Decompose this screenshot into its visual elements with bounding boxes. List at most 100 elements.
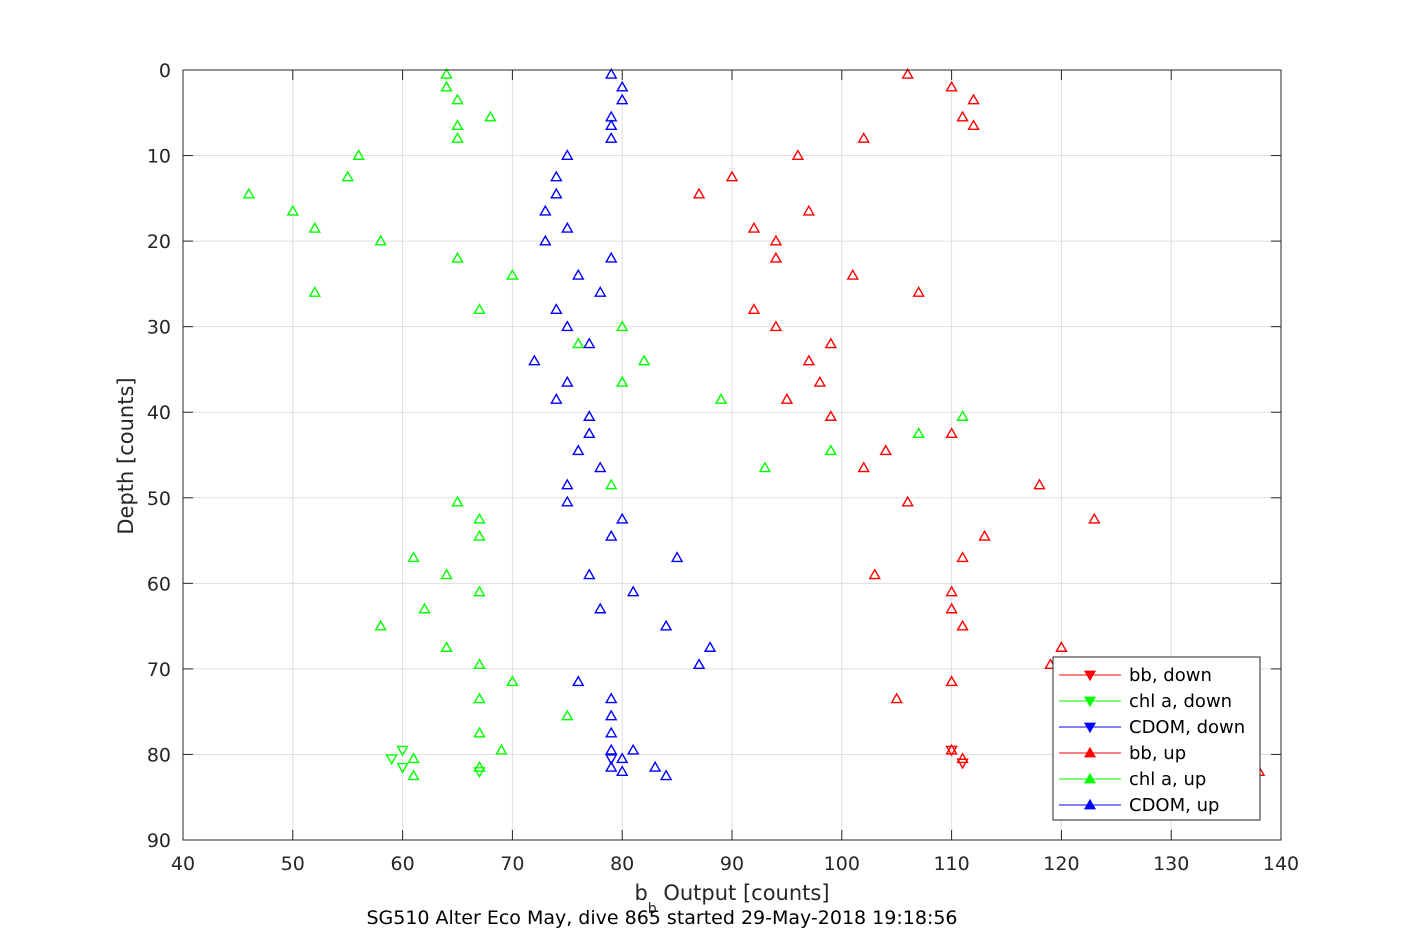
legend-entry: bb, up [1129, 743, 1186, 764]
data-point [769, 234, 783, 246]
data-point [956, 619, 969, 631]
data-point [670, 551, 684, 563]
data-point [561, 320, 574, 332]
x-tick-label: 140 [1263, 853, 1299, 875]
data-point [967, 93, 980, 105]
x-tick-label: 50 [281, 853, 305, 875]
data-point [407, 551, 420, 563]
data-point [594, 286, 607, 297]
data-point [561, 478, 574, 490]
data-point [605, 760, 618, 772]
x-tick-label: 70 [500, 853, 524, 875]
data-point [615, 765, 629, 777]
data-point [879, 444, 892, 456]
data-point [912, 427, 925, 439]
data-point [484, 110, 497, 122]
data-point [605, 726, 618, 738]
data-point [308, 221, 321, 233]
legend-entry: chl a, up [1129, 769, 1206, 790]
legend-entry: bb, down [1129, 665, 1212, 686]
data-point [659, 769, 673, 781]
data-point [605, 754, 618, 766]
y-axis-label: Depth [counts] [114, 377, 138, 534]
data-point [594, 461, 607, 473]
data-point [561, 709, 574, 721]
data-point [945, 675, 958, 687]
data-point [352, 149, 365, 161]
data-point [692, 658, 706, 670]
data-point [583, 410, 596, 421]
data-point [495, 743, 508, 755]
data-point [714, 392, 728, 404]
x-tick-label: 100 [824, 853, 860, 875]
legend-marker [1083, 746, 1097, 758]
data-point [561, 495, 574, 507]
data-point [451, 132, 464, 143]
data-point [956, 758, 969, 770]
data-point [824, 337, 838, 349]
data-point [473, 726, 486, 738]
data-point [626, 585, 640, 597]
data-point [605, 478, 618, 490]
data-point [605, 251, 618, 263]
y-tick-label: 80 [147, 744, 171, 766]
data-point [539, 204, 552, 216]
data-point [440, 641, 453, 652]
data-point [451, 251, 464, 263]
data-point [407, 752, 420, 764]
data-point [528, 354, 541, 366]
data-point [605, 132, 618, 143]
data-point [747, 221, 761, 233]
data-point [550, 303, 563, 315]
y-tick-label: 50 [147, 488, 171, 510]
data-point [550, 392, 563, 404]
data-point [473, 512, 486, 524]
data-point [1033, 478, 1046, 490]
legend-marker [1083, 722, 1097, 734]
x-tick-label: 130 [1153, 853, 1189, 875]
x-tick-label: 90 [720, 853, 744, 875]
data-point [473, 692, 486, 704]
y-tick-label: 0 [159, 60, 171, 82]
data-point [945, 602, 958, 614]
data-point [473, 585, 486, 597]
x-tick-label: 40 [171, 853, 195, 875]
y-tick-label: 20 [147, 231, 171, 253]
data-point [615, 80, 629, 92]
data-point [440, 80, 453, 92]
data-point [572, 268, 585, 280]
data-point [1088, 512, 1101, 524]
data-point [550, 170, 563, 182]
data-point [912, 286, 925, 297]
x-axis-label: bb Output [counts] [634, 881, 829, 917]
data-point [824, 410, 838, 421]
data-point [605, 67, 618, 79]
legend-marker [1083, 798, 1097, 810]
data-point [802, 354, 816, 366]
data-point [868, 568, 881, 580]
data-point [374, 619, 387, 631]
data-point [605, 709, 618, 721]
chart-title: SG510 Alter Eco May, dive 865 started 29… [366, 907, 957, 929]
x-tick-label: 120 [1043, 853, 1079, 875]
data-point [791, 149, 805, 161]
data-point [780, 392, 794, 404]
data-point [956, 410, 969, 421]
data-point [374, 234, 387, 246]
data-point [956, 110, 969, 122]
data-point [473, 760, 486, 772]
legend-entry: CDOM, down [1129, 717, 1245, 738]
data-point [561, 375, 574, 387]
y-tick-label: 30 [147, 317, 171, 339]
data-point [451, 119, 464, 131]
data-point [846, 268, 859, 280]
data-point [473, 767, 486, 778]
data-point [539, 234, 552, 246]
data-point [813, 375, 827, 387]
data-point [385, 754, 398, 766]
legend-entry: chl a, down [1129, 691, 1232, 712]
data-point [341, 170, 354, 182]
data-point [242, 187, 256, 199]
data-point [747, 303, 761, 315]
data-point [396, 745, 409, 757]
